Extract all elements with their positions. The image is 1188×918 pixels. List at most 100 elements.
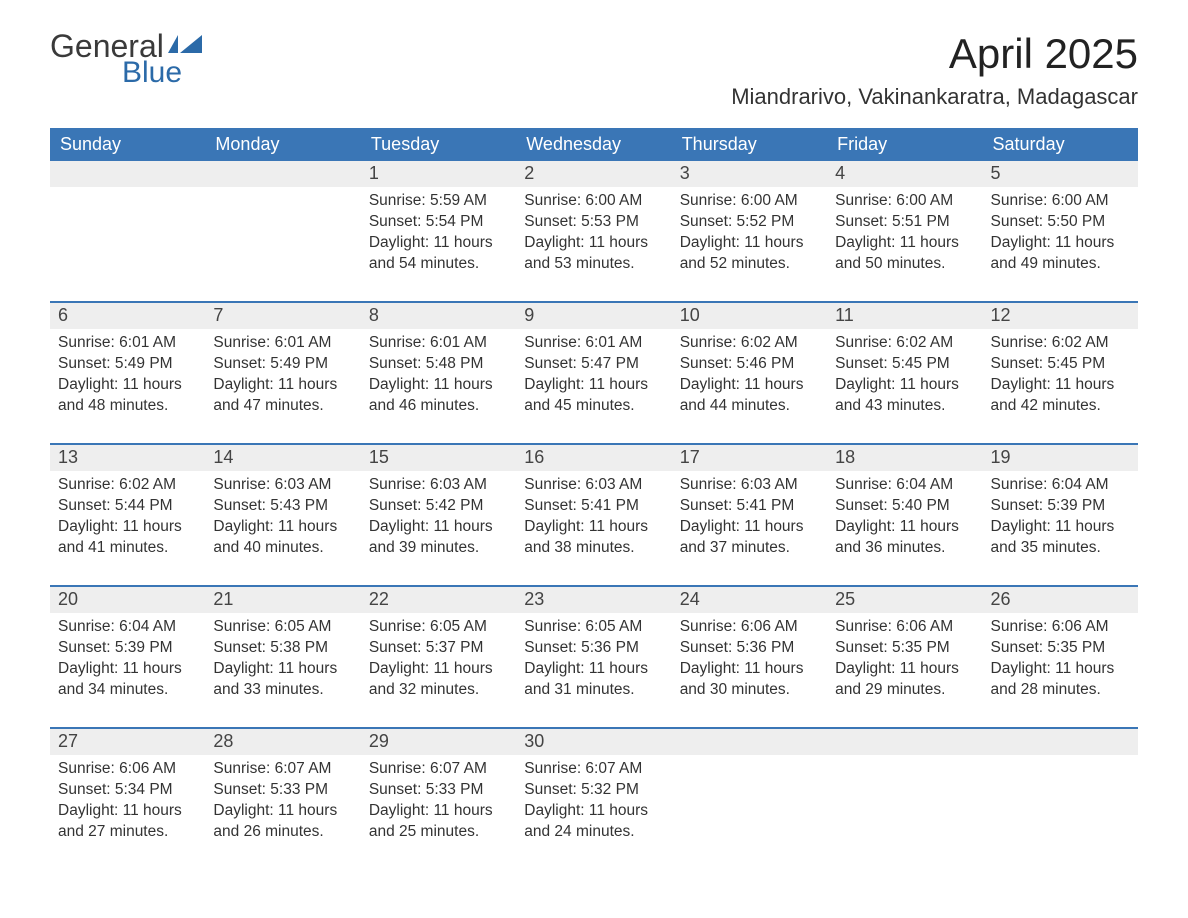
day-number: 21	[205, 587, 360, 613]
calendar-cell: 21Sunrise: 6:05 AMSunset: 5:38 PMDayligh…	[205, 587, 360, 713]
calendar-cell: 28Sunrise: 6:07 AMSunset: 5:33 PMDayligh…	[205, 729, 360, 855]
sunset-text: Sunset: 5:32 PM	[524, 780, 663, 801]
daylight-text: Daylight: 11 hours and 43 minutes.	[835, 375, 974, 417]
sunrise-text: Sunrise: 6:05 AM	[213, 617, 352, 638]
calendar-cell: 22Sunrise: 6:05 AMSunset: 5:37 PMDayligh…	[361, 587, 516, 713]
cell-body	[983, 755, 1138, 855]
day-number: 8	[361, 303, 516, 329]
daylight-text: Daylight: 11 hours and 25 minutes.	[369, 801, 508, 843]
sunrise-text: Sunrise: 6:03 AM	[369, 475, 508, 496]
calendar-cell: 19Sunrise: 6:04 AMSunset: 5:39 PMDayligh…	[983, 445, 1138, 571]
calendar-cell: 8Sunrise: 6:01 AMSunset: 5:48 PMDaylight…	[361, 303, 516, 429]
day-number: 14	[205, 445, 360, 471]
weekday-header: Tuesday	[361, 128, 516, 161]
calendar-cell: 2Sunrise: 6:00 AMSunset: 5:53 PMDaylight…	[516, 161, 671, 287]
calendar-cell: 1Sunrise: 5:59 AMSunset: 5:54 PMDaylight…	[361, 161, 516, 287]
day-number: 7	[205, 303, 360, 329]
calendar: Sunday Monday Tuesday Wednesday Thursday…	[50, 128, 1138, 855]
cell-body: Sunrise: 6:07 AMSunset: 5:32 PMDaylight:…	[516, 755, 671, 855]
weeks-container: 1Sunrise: 5:59 AMSunset: 5:54 PMDaylight…	[50, 161, 1138, 855]
sunrise-text: Sunrise: 6:05 AM	[524, 617, 663, 638]
calendar-week: 1Sunrise: 5:59 AMSunset: 5:54 PMDaylight…	[50, 161, 1138, 287]
sunrise-text: Sunrise: 6:04 AM	[991, 475, 1130, 496]
day-number: 26	[983, 587, 1138, 613]
calendar-cell: 26Sunrise: 6:06 AMSunset: 5:35 PMDayligh…	[983, 587, 1138, 713]
day-number: 11	[827, 303, 982, 329]
day-number: 12	[983, 303, 1138, 329]
calendar-cell: 17Sunrise: 6:03 AMSunset: 5:41 PMDayligh…	[672, 445, 827, 571]
cell-body: Sunrise: 6:03 AMSunset: 5:41 PMDaylight:…	[672, 471, 827, 571]
calendar-cell: 20Sunrise: 6:04 AMSunset: 5:39 PMDayligh…	[50, 587, 205, 713]
calendar-cell: 7Sunrise: 6:01 AMSunset: 5:49 PMDaylight…	[205, 303, 360, 429]
calendar-cell: 24Sunrise: 6:06 AMSunset: 5:36 PMDayligh…	[672, 587, 827, 713]
sunset-text: Sunset: 5:39 PM	[991, 496, 1130, 517]
sunrise-text: Sunrise: 6:03 AM	[680, 475, 819, 496]
sunset-text: Sunset: 5:53 PM	[524, 212, 663, 233]
day-number: 22	[361, 587, 516, 613]
sunrise-text: Sunrise: 6:02 AM	[680, 333, 819, 354]
sunset-text: Sunset: 5:33 PM	[369, 780, 508, 801]
daylight-text: Daylight: 11 hours and 47 minutes.	[213, 375, 352, 417]
cell-body: Sunrise: 6:01 AMSunset: 5:47 PMDaylight:…	[516, 329, 671, 429]
calendar-cell: 29Sunrise: 6:07 AMSunset: 5:33 PMDayligh…	[361, 729, 516, 855]
day-number: 2	[516, 161, 671, 187]
cell-body: Sunrise: 6:01 AMSunset: 5:48 PMDaylight:…	[361, 329, 516, 429]
weekday-header: Saturday	[983, 128, 1138, 161]
sunrise-text: Sunrise: 6:01 AM	[58, 333, 197, 354]
sunset-text: Sunset: 5:47 PM	[524, 354, 663, 375]
daylight-text: Daylight: 11 hours and 31 minutes.	[524, 659, 663, 701]
calendar-week: 6Sunrise: 6:01 AMSunset: 5:49 PMDaylight…	[50, 301, 1138, 429]
calendar-cell	[983, 729, 1138, 855]
sunset-text: Sunset: 5:43 PM	[213, 496, 352, 517]
day-number: 18	[827, 445, 982, 471]
cell-body: Sunrise: 6:02 AMSunset: 5:46 PMDaylight:…	[672, 329, 827, 429]
cell-body	[205, 187, 360, 287]
day-number: 27	[50, 729, 205, 755]
sunrise-text: Sunrise: 6:05 AM	[369, 617, 508, 638]
sunrise-text: Sunrise: 6:02 AM	[58, 475, 197, 496]
daylight-text: Daylight: 11 hours and 54 minutes.	[369, 233, 508, 275]
daylight-text: Daylight: 11 hours and 24 minutes.	[524, 801, 663, 843]
sunrise-text: Sunrise: 6:06 AM	[835, 617, 974, 638]
title-block: April 2025 Miandrarivo, Vakinankaratra, …	[731, 30, 1138, 110]
calendar-cell: 27Sunrise: 6:06 AMSunset: 5:34 PMDayligh…	[50, 729, 205, 855]
calendar-cell: 18Sunrise: 6:04 AMSunset: 5:40 PMDayligh…	[827, 445, 982, 571]
sunset-text: Sunset: 5:39 PM	[58, 638, 197, 659]
sunrise-text: Sunrise: 6:01 AM	[213, 333, 352, 354]
sunset-text: Sunset: 5:44 PM	[58, 496, 197, 517]
daylight-text: Daylight: 11 hours and 52 minutes.	[680, 233, 819, 275]
sunset-text: Sunset: 5:41 PM	[524, 496, 663, 517]
cell-body: Sunrise: 6:01 AMSunset: 5:49 PMDaylight:…	[205, 329, 360, 429]
daylight-text: Daylight: 11 hours and 42 minutes.	[991, 375, 1130, 417]
page-header: General Blue April 2025 Miandrarivo, Vak…	[50, 30, 1138, 110]
cell-body: Sunrise: 6:07 AMSunset: 5:33 PMDaylight:…	[361, 755, 516, 855]
calendar-cell: 6Sunrise: 6:01 AMSunset: 5:49 PMDaylight…	[50, 303, 205, 429]
calendar-cell	[205, 161, 360, 287]
cell-body: Sunrise: 6:03 AMSunset: 5:41 PMDaylight:…	[516, 471, 671, 571]
sunrise-text: Sunrise: 6:00 AM	[991, 191, 1130, 212]
weekday-header: Thursday	[672, 128, 827, 161]
daylight-text: Daylight: 11 hours and 32 minutes.	[369, 659, 508, 701]
calendar-cell: 16Sunrise: 6:03 AMSunset: 5:41 PMDayligh…	[516, 445, 671, 571]
calendar-cell	[50, 161, 205, 287]
month-title: April 2025	[731, 30, 1138, 78]
sunset-text: Sunset: 5:41 PM	[680, 496, 819, 517]
cell-body: Sunrise: 6:04 AMSunset: 5:39 PMDaylight:…	[983, 471, 1138, 571]
day-number: 10	[672, 303, 827, 329]
day-number: 6	[50, 303, 205, 329]
daylight-text: Daylight: 11 hours and 40 minutes.	[213, 517, 352, 559]
cell-body: Sunrise: 6:07 AMSunset: 5:33 PMDaylight:…	[205, 755, 360, 855]
cell-body: Sunrise: 6:02 AMSunset: 5:44 PMDaylight:…	[50, 471, 205, 571]
sunrise-text: Sunrise: 6:03 AM	[213, 475, 352, 496]
cell-body: Sunrise: 6:00 AMSunset: 5:52 PMDaylight:…	[672, 187, 827, 287]
cell-body: Sunrise: 6:04 AMSunset: 5:40 PMDaylight:…	[827, 471, 982, 571]
day-number: 9	[516, 303, 671, 329]
daylight-text: Daylight: 11 hours and 36 minutes.	[835, 517, 974, 559]
sunset-text: Sunset: 5:48 PM	[369, 354, 508, 375]
day-number	[50, 161, 205, 187]
sunrise-text: Sunrise: 6:03 AM	[524, 475, 663, 496]
daylight-text: Daylight: 11 hours and 34 minutes.	[58, 659, 197, 701]
cell-body: Sunrise: 6:00 AMSunset: 5:50 PMDaylight:…	[983, 187, 1138, 287]
sunrise-text: Sunrise: 6:07 AM	[524, 759, 663, 780]
calendar-cell: 30Sunrise: 6:07 AMSunset: 5:32 PMDayligh…	[516, 729, 671, 855]
